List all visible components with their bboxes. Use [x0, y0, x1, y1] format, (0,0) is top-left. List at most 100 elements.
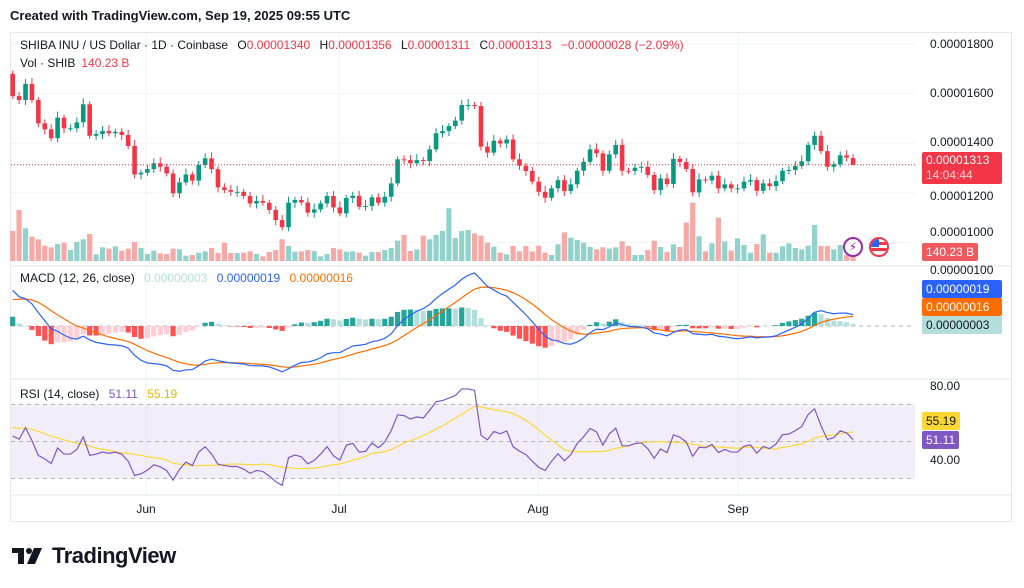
macd-histogram-bar: [16, 323, 22, 326]
macd-histogram-bar: [516, 326, 523, 339]
volume-bar: [471, 233, 478, 261]
macd-histogram-bar: [529, 326, 535, 344]
macd-histogram-bar: [10, 316, 16, 326]
volume-bar: [285, 245, 292, 261]
volume-bar: [831, 249, 837, 261]
macd-histogram-bar: [298, 322, 304, 326]
volume-bar: [459, 230, 465, 261]
volume-bar: [279, 239, 285, 261]
macd-histogram-bar: [241, 326, 247, 327]
macd-histogram-bar: [741, 326, 747, 328]
candle-body: [68, 128, 73, 130]
macd-histogram-bar: [465, 308, 471, 326]
candle-body: [671, 158, 676, 185]
volume-bar: [382, 249, 388, 261]
candle-body: [177, 182, 182, 194]
candle-body: [478, 106, 484, 147]
macd-histogram-bar: [805, 315, 811, 326]
candle-body: [542, 191, 548, 198]
candle-body: [254, 200, 259, 204]
volume-bar: [164, 253, 170, 261]
price-tick: 0.00001600: [930, 86, 994, 100]
macd-histogram-bar: [292, 324, 298, 326]
candle-body: [504, 139, 509, 144]
macd-histogram-bar: [619, 322, 625, 326]
candle-body: [209, 158, 214, 170]
macd-histogram-bar: [131, 326, 138, 337]
macd-histogram-bar: [651, 326, 657, 331]
macd-histogram-bar: [93, 326, 99, 336]
volume-bar: [850, 256, 856, 261]
candle-body: [23, 83, 28, 101]
volume-bar: [811, 224, 818, 261]
candle-body: [376, 197, 381, 203]
volume-bar: [388, 247, 394, 261]
candle-body: [343, 198, 349, 214]
volume-bar: [337, 249, 343, 261]
candle-body: [780, 170, 785, 182]
volume-bar: [375, 251, 381, 261]
macd-histogram-bar: [824, 318, 831, 326]
volume-bar: [157, 253, 163, 261]
macd-histogram-bar: [837, 321, 843, 326]
macd-histogram-bar: [61, 326, 67, 343]
price-tick: 0.00001800: [930, 37, 994, 51]
macd-histogram-bar: [273, 326, 279, 330]
volume-bar: [247, 251, 253, 261]
macd-histogram-bar: [215, 323, 221, 326]
macd-histogram-bar: [433, 308, 439, 326]
candle-body: [619, 144, 625, 171]
candle-body: [459, 105, 465, 121]
volume-bar: [632, 255, 638, 261]
volume-bar: [606, 248, 612, 261]
candle-body: [401, 159, 407, 161]
candle-body: [465, 105, 471, 107]
candle-body: [760, 183, 766, 191]
candle-body: [273, 209, 279, 221]
macd-histogram-bar: [844, 322, 850, 326]
candle-body: [510, 139, 516, 160]
symbol-title[interactable]: SHIBA INU / US Dollar · 1D · Coinbase: [20, 38, 229, 52]
us-flag-icon[interactable]: [869, 237, 889, 257]
candle-body: [222, 187, 227, 191]
macd-histogram-bar: [138, 326, 144, 339]
volume-bar: [311, 250, 317, 261]
macd-histogram-bar: [330, 319, 337, 326]
candle-body: [696, 179, 702, 193]
candle-body: [16, 96, 22, 101]
candle-body: [433, 133, 439, 150]
volume-bar: [260, 256, 266, 261]
lightning-icon[interactable]: ⚡: [843, 237, 863, 257]
volume-bar: [208, 247, 215, 261]
volume-bar: [715, 217, 721, 261]
macd-histogram-bar: [55, 326, 61, 343]
rsi-legend: RSI (14, close) 51.11 55.19: [20, 387, 183, 401]
rsi-line: [12, 388, 854, 487]
volume-bar: [253, 253, 260, 261]
macd-histogram-bar: [715, 326, 721, 329]
macd-histogram-bar: [658, 326, 664, 331]
candle-body: [767, 183, 772, 187]
tradingview-logo[interactable]: TradingView: [12, 543, 176, 569]
volume-bar: [215, 252, 221, 261]
candle-body: [196, 165, 202, 181]
candle-body: [844, 155, 849, 158]
macd-histogram-bar: [471, 309, 478, 326]
volume-bar: [651, 240, 657, 261]
chart-frame: [10, 32, 1012, 522]
candle-body: [850, 158, 856, 165]
volume-bar: [151, 250, 157, 261]
macd-histogram-bar: [106, 326, 112, 334]
candle-body: [799, 161, 805, 167]
candle-body: [453, 120, 458, 127]
rsi-ma-badge: 55.19: [922, 412, 961, 430]
volume-legend: Vol · SHIB 140.23 B: [20, 56, 135, 70]
candle-body: [837, 155, 843, 165]
macd-histogram-bar: [42, 326, 48, 341]
macd-histogram-bar: [414, 309, 420, 326]
macd-histogram-bar: [831, 320, 837, 326]
candle-body: [420, 160, 426, 162]
volume-bar: [298, 251, 304, 261]
macd-histogram-bar: [510, 326, 516, 336]
